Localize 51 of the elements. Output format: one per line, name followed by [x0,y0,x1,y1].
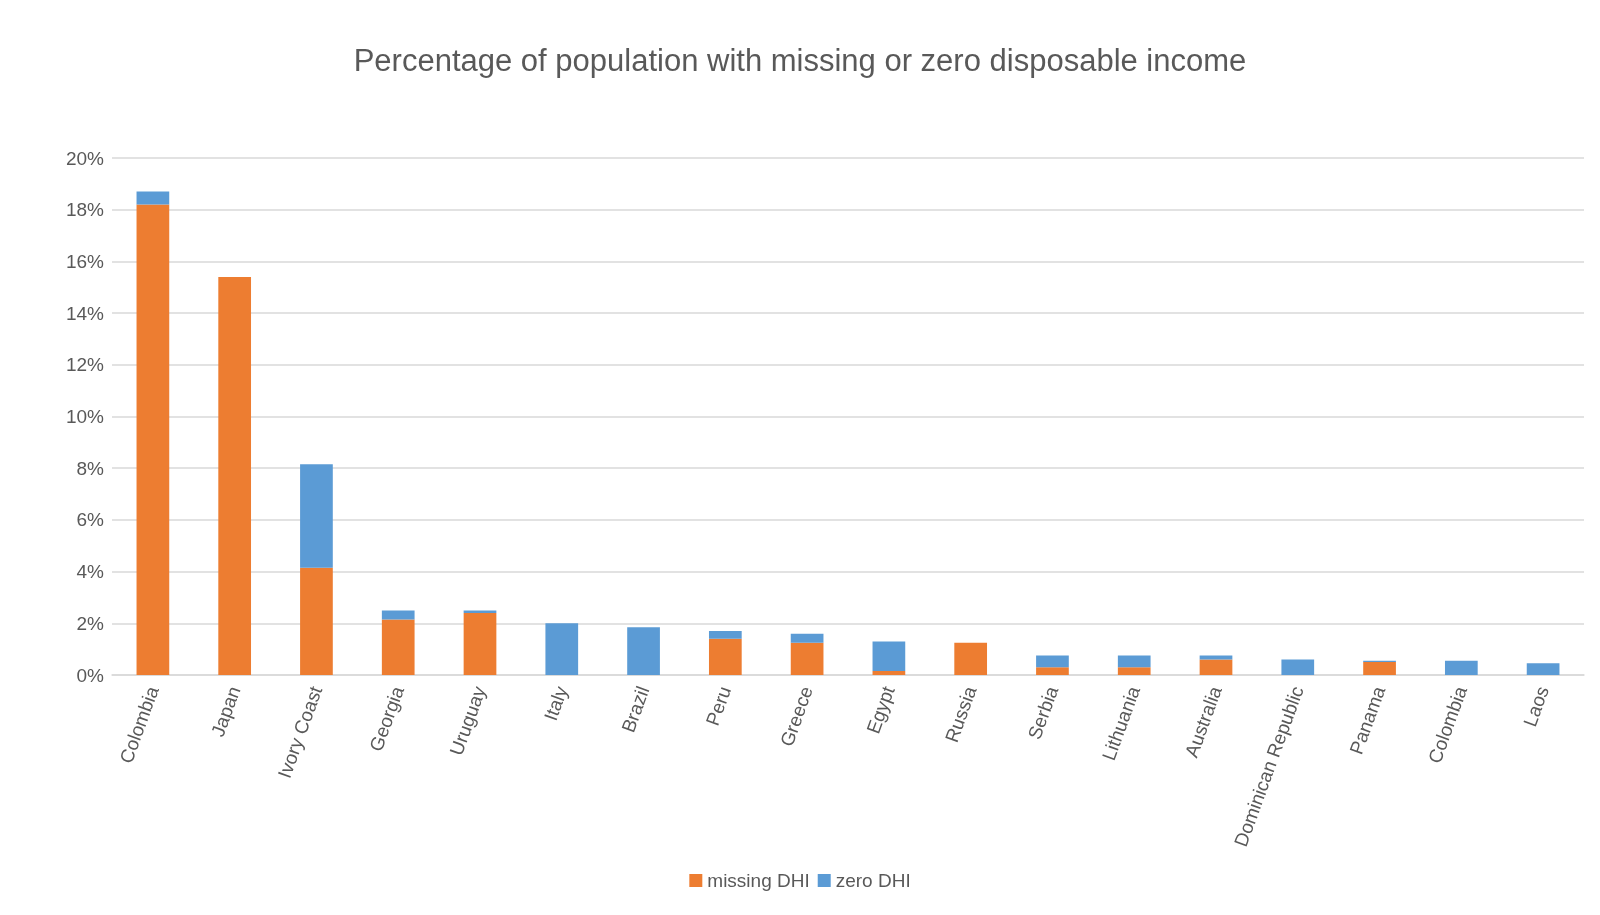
y-tick-label: 14% [65,302,105,324]
y-tick-label: 18% [65,199,105,221]
y-tick-label: 8% [76,457,105,479]
bar [627,627,660,675]
y-tick-label: 16% [65,250,105,272]
bar [300,464,333,568]
x-tick-label: Italy [539,682,572,724]
bar [136,204,170,675]
y-tick-label: 0% [76,664,105,686]
bar [545,623,579,675]
x-tick-label: Laos [1519,683,1553,730]
x-tick-label: Peru [701,683,736,729]
bar [381,610,415,620]
bar [1363,662,1396,675]
bar [1281,659,1315,675]
bar [1444,660,1478,675]
x-tick-label: Serbia [1023,683,1063,743]
y-tick-label: 4% [76,561,105,583]
bar [218,276,252,675]
bar [1117,667,1151,675]
bar [136,191,170,205]
x-tick-label: Egypt [862,682,899,737]
bar [1117,655,1151,668]
bar [300,567,333,675]
y-tick-label: 12% [65,354,105,376]
x-tick-label: Greece [775,683,817,750]
bar [1036,667,1069,675]
x-tick-label: Japan [207,683,245,740]
bar [872,641,906,672]
bar [954,642,988,675]
y-tick-label: 2% [76,612,105,634]
x-tick-label: Russia [940,683,981,746]
x-tick-label: Brazil [617,683,654,736]
bar [872,671,906,675]
bar [708,631,742,639]
bar [1526,663,1560,675]
x-tick-label: Ivory Coast [273,682,327,781]
legend-label: zero DHI [835,870,911,891]
y-tick-label: 20% [65,147,105,169]
bar [790,633,824,643]
legend-label: missing DHI [707,870,810,891]
bar [1199,659,1233,675]
bar [790,642,824,675]
bar [708,638,742,675]
bar [463,612,497,675]
bar [463,610,497,613]
y-tick-label: 6% [76,509,105,531]
chart-title: Percentage of population with missing or zero disposable income [353,43,1247,78]
y-tick-label: 10% [65,406,105,427]
bar [1036,655,1069,668]
bar [381,619,415,675]
